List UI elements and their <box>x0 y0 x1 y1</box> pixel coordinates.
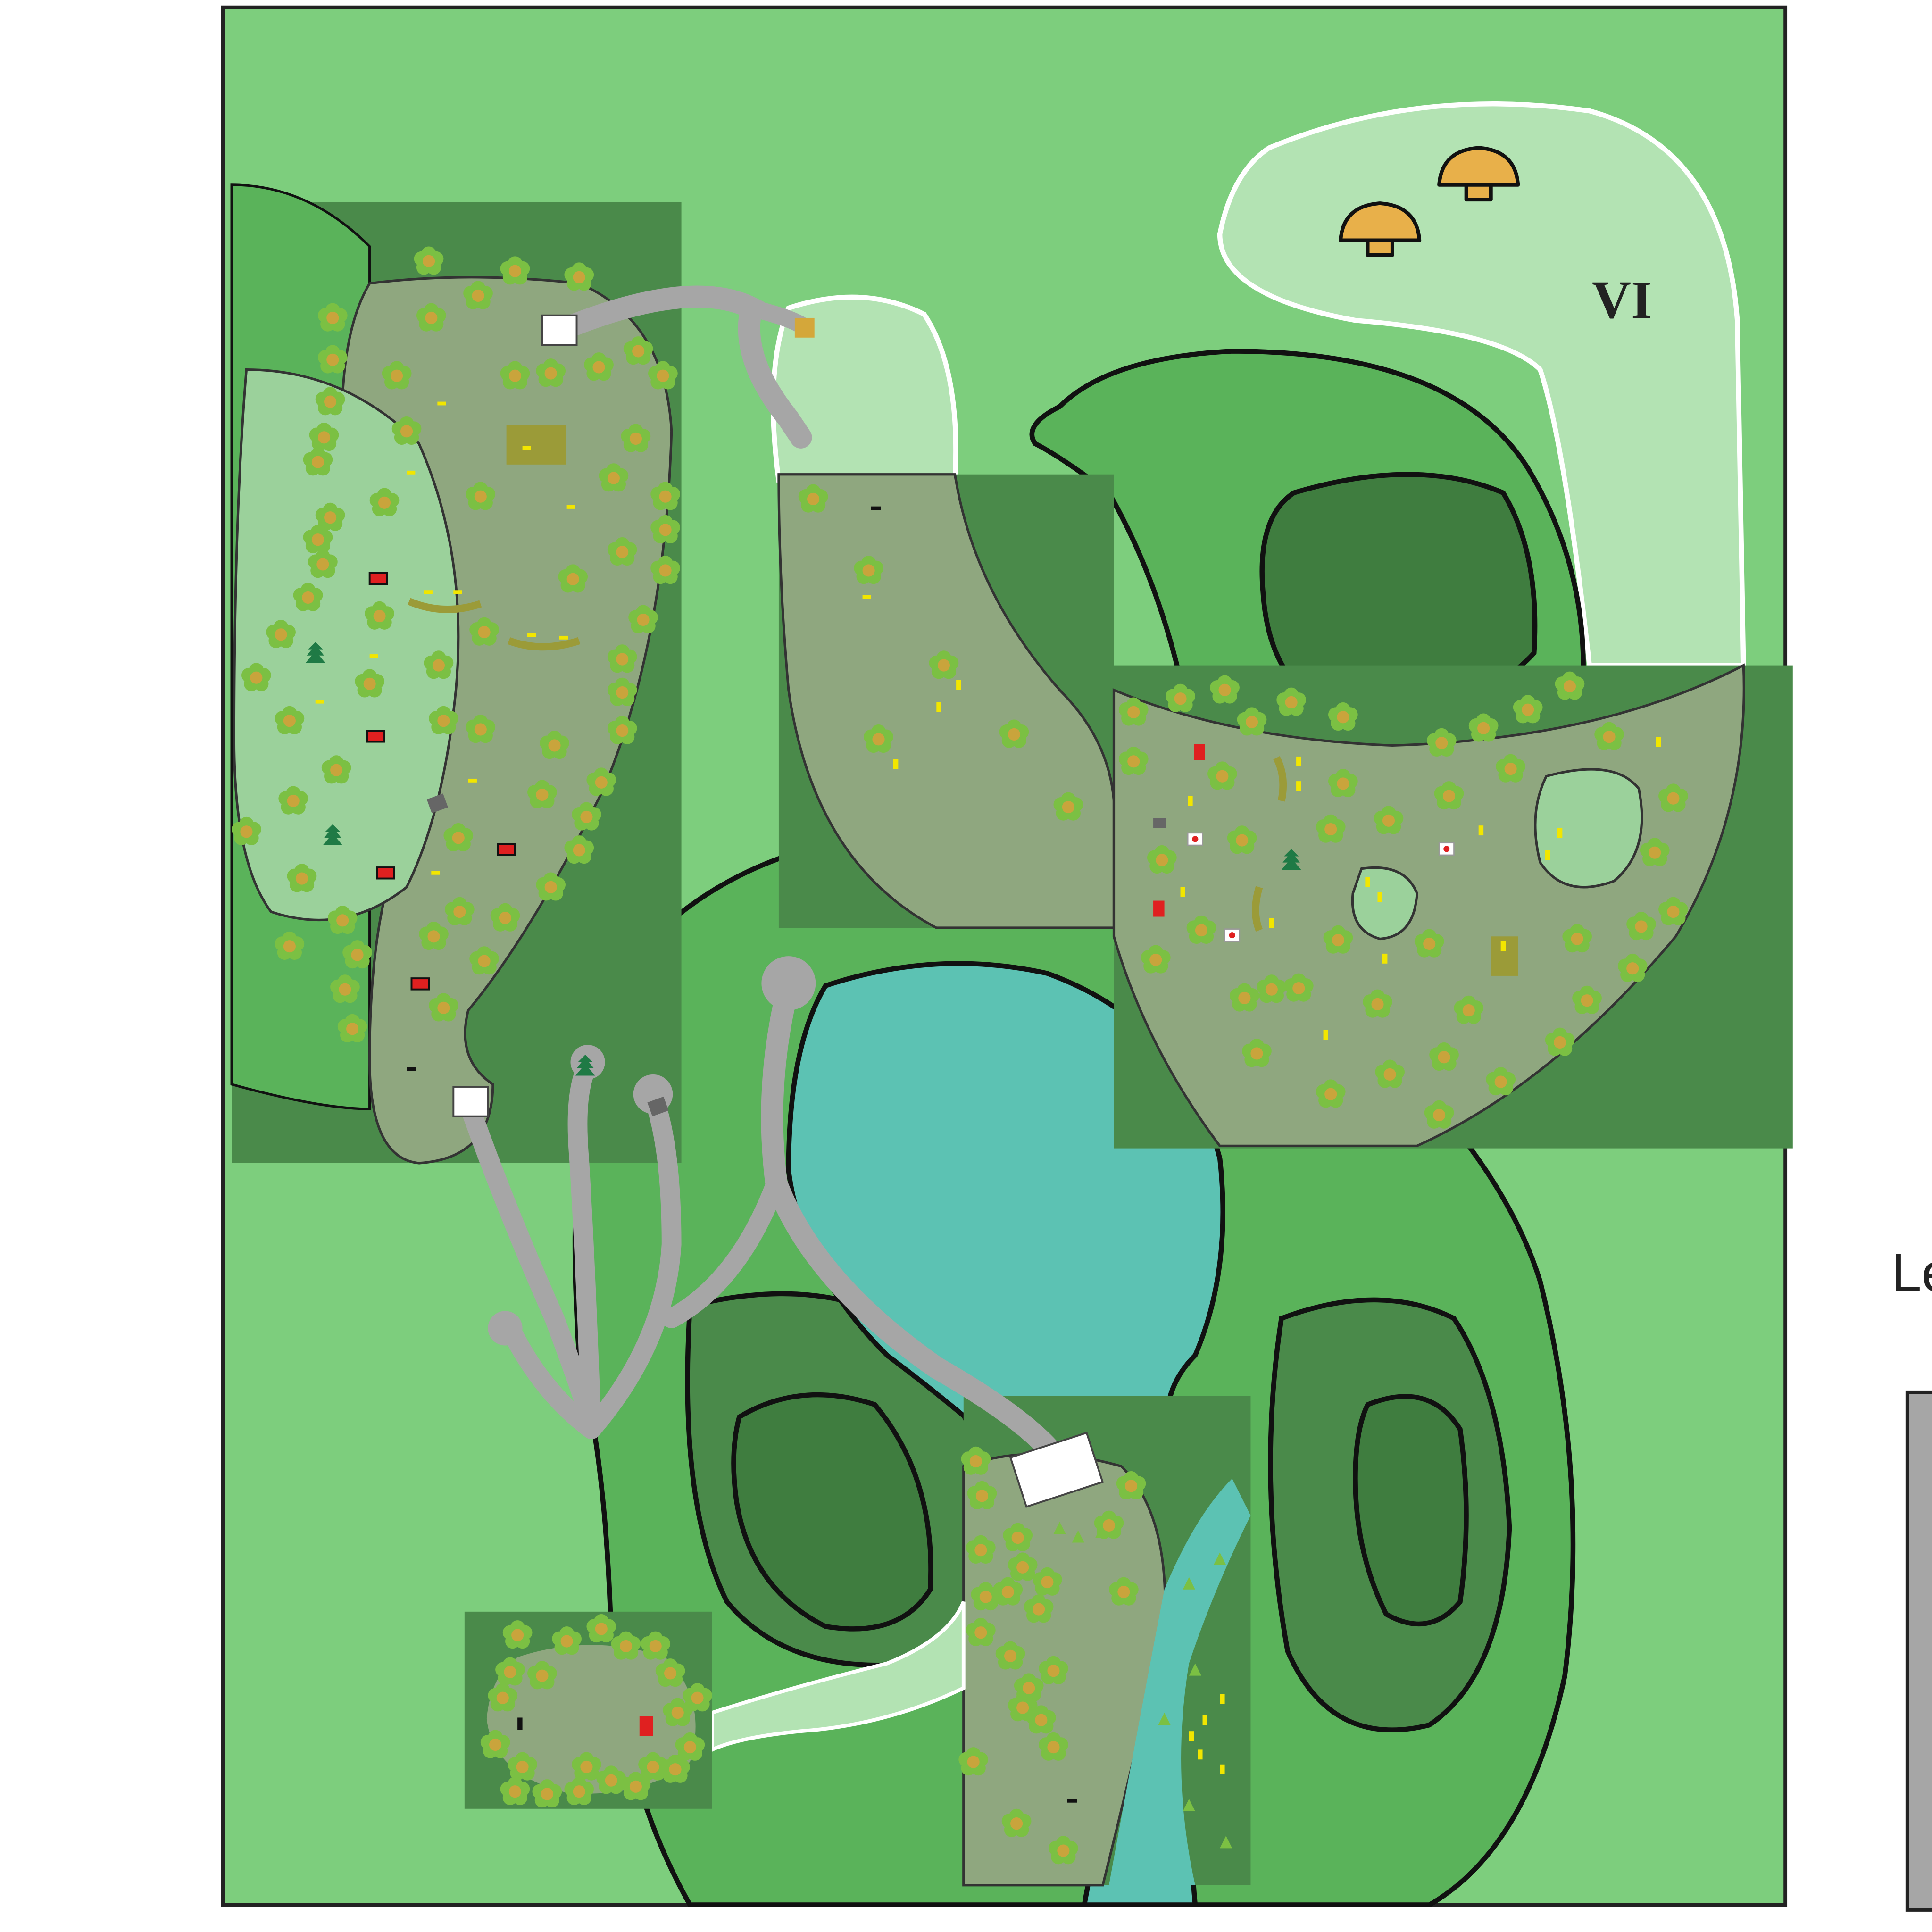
red-crate-icon <box>366 572 516 991</box>
pale-zone-top-left <box>233 368 460 922</box>
forest-core-right <box>1353 1394 1469 1627</box>
white-block-icon[interactable] <box>452 1086 489 1117</box>
olive-patch <box>506 425 566 465</box>
rock-icon <box>647 1096 669 1116</box>
river-segment <box>1109 1478 1251 1885</box>
hut-icon[interactable] <box>794 317 815 338</box>
yellow-marker-icon <box>315 401 1661 1774</box>
shrub-cluster <box>1053 1522 1232 1849</box>
white-block-icon[interactable] <box>1009 1432 1104 1508</box>
legend-title: Le <box>1891 1243 1932 1303</box>
legend-box <box>1905 1390 1932 1912</box>
white-block-icon[interactable] <box>541 314 578 346</box>
forest-core-left <box>731 1392 933 1632</box>
flag-icon <box>1187 832 1455 942</box>
gray-zone-middle <box>777 473 1116 929</box>
path-branches <box>458 1049 786 1440</box>
pale-pond-right <box>1534 768 1643 889</box>
path-top <box>550 285 812 449</box>
path-to-lake <box>761 974 1065 1465</box>
zone-label: VI <box>1592 270 1652 330</box>
rock-icon <box>426 793 448 814</box>
red-marker-icon <box>639 744 1205 1736</box>
pale-clearing-zone <box>1217 101 1746 668</box>
